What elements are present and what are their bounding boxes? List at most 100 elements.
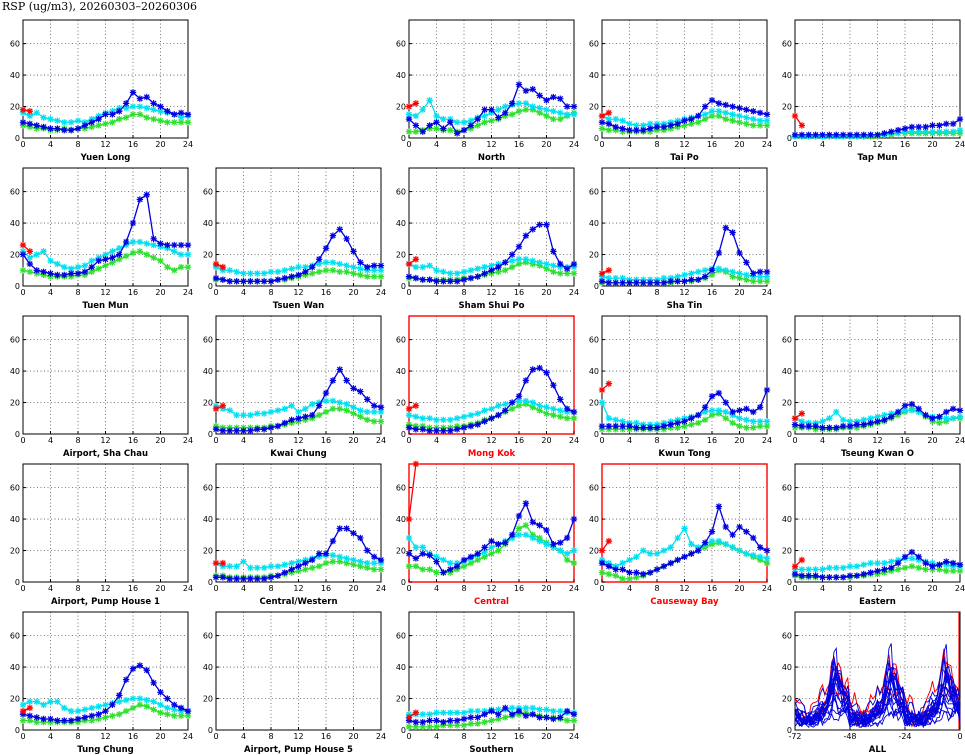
- x-tick-label: 4: [48, 288, 53, 297]
- blue-series-point: [633, 424, 640, 431]
- cyan-series-point: [488, 405, 495, 413]
- green-series-point: [357, 271, 364, 279]
- cyan-series-point: [619, 418, 626, 425]
- cyan-series-point: [674, 534, 681, 542]
- x-tick-label: 12: [293, 732, 303, 741]
- red-series-point: [798, 556, 806, 564]
- blue-series-point: [419, 276, 426, 283]
- blue-series-point: [447, 717, 454, 724]
- green-series-point: [729, 273, 736, 280]
- green-series-point: [543, 410, 550, 417]
- blue-series-point: [143, 93, 150, 101]
- x-tick-label: 8: [461, 584, 466, 593]
- green-series-point: [370, 566, 378, 573]
- cyan-series-point: [529, 704, 536, 712]
- blue-series-point: [853, 572, 861, 579]
- red-series-point: [791, 112, 799, 120]
- x-tick-label: 4: [820, 584, 825, 593]
- blue-series-point: [736, 523, 743, 531]
- blue-series-point: [763, 547, 771, 554]
- x-tick-label: 20: [541, 436, 551, 445]
- blue-series-point: [40, 715, 47, 723]
- green-series-point: [129, 111, 137, 118]
- blue-series-point: [667, 559, 674, 567]
- green-series-point: [343, 407, 350, 414]
- blue-series-point: [640, 570, 647, 578]
- blue-series-point: [646, 569, 654, 576]
- panel-all: -72 -48 -24 0 0 20 40 60 ALL: [782, 611, 963, 755]
- cyan-series-point: [419, 415, 426, 422]
- red-series-point: [605, 380, 613, 387]
- blue-series-point: [812, 572, 819, 579]
- blue-series-point: [322, 245, 330, 252]
- blue-series-point: [267, 278, 275, 285]
- y-tick-label: 20: [10, 103, 20, 112]
- cyan-series-point: [247, 270, 254, 277]
- cyan-series-point: [322, 259, 330, 266]
- cyan-series-point: [412, 413, 420, 420]
- blue-series-point: [633, 279, 640, 287]
- blue-series-point: [812, 422, 819, 430]
- cyan-series-point: [343, 262, 350, 269]
- cyan-series-point: [901, 407, 909, 414]
- x-tick-label: 12: [486, 140, 496, 149]
- green-series-point: [529, 404, 536, 411]
- blue-series-point: [274, 276, 282, 283]
- panel-central-western: 0 4 8 12 16 20 24 0 20 40 60 Central/Western: [203, 463, 386, 607]
- x-tick-label: 12: [100, 140, 110, 149]
- blue-series-point: [798, 422, 806, 430]
- green-series-point: [177, 119, 185, 126]
- cyan-series-point: [426, 711, 433, 718]
- blue-series-point: [943, 120, 950, 128]
- green-series-point: [184, 119, 192, 126]
- cyan-series-point: [826, 564, 833, 572]
- cyan-series-point: [267, 563, 275, 570]
- blue-series-point: [377, 404, 385, 411]
- y-tick-label: 0: [594, 282, 599, 291]
- blue-series-point: [722, 101, 729, 109]
- cyan-series-point: [943, 128, 950, 135]
- blue-series-point: [736, 249, 743, 257]
- x-tick-label: 4: [820, 140, 825, 149]
- cyan-series-point: [350, 556, 357, 564]
- green-series-point: [309, 564, 316, 572]
- cyan-series-point: [433, 112, 440, 120]
- blue-series-point: [550, 248, 557, 255]
- cyan-series-point: [33, 698, 40, 705]
- x-tick-label: 12: [100, 584, 110, 593]
- blue-series-point: [260, 278, 268, 285]
- y-tick-label: 60: [396, 632, 406, 641]
- cyan-series-point: [440, 556, 447, 564]
- red-series-point: [412, 402, 420, 409]
- cyan-series-point: [143, 696, 150, 704]
- green-series-point: [405, 563, 413, 570]
- x-tick-label: 12: [293, 288, 303, 297]
- blue-series-point: [240, 427, 247, 435]
- y-tick-label: 20: [589, 399, 599, 408]
- green-series-point: [605, 126, 613, 134]
- cyan-series-point: [515, 531, 523, 538]
- cyan-series-point: [226, 407, 233, 414]
- y-tick-label: 20: [203, 251, 213, 260]
- green-series-point: [708, 271, 716, 279]
- blue-series-point: [219, 427, 227, 435]
- x-tick-label: 16: [707, 436, 717, 445]
- x-tick-label: 4: [627, 436, 632, 445]
- panel-tai-po: 0 4 8 12 16 20 24 0 20 40 60 Tai Po: [589, 19, 772, 163]
- cyan-series-point: [756, 117, 764, 124]
- x-tick-label: 4: [434, 436, 439, 445]
- cyan-series-point: [529, 399, 536, 406]
- x-tick-label: 20: [348, 732, 358, 741]
- cyan-series-point: [833, 408, 840, 416]
- blue-series-point: [695, 276, 702, 283]
- blue-series-point: [860, 131, 867, 139]
- green-series-point: [515, 525, 523, 532]
- blue-series-point: [377, 556, 385, 564]
- blue-series-point: [474, 273, 481, 280]
- blue-series-point: [226, 278, 233, 285]
- blue-series-point: [922, 411, 929, 419]
- blue-series-point: [743, 405, 750, 413]
- green-series-point: [364, 416, 371, 424]
- blue-series-point: [598, 559, 606, 567]
- cyan-series-point: [550, 262, 557, 269]
